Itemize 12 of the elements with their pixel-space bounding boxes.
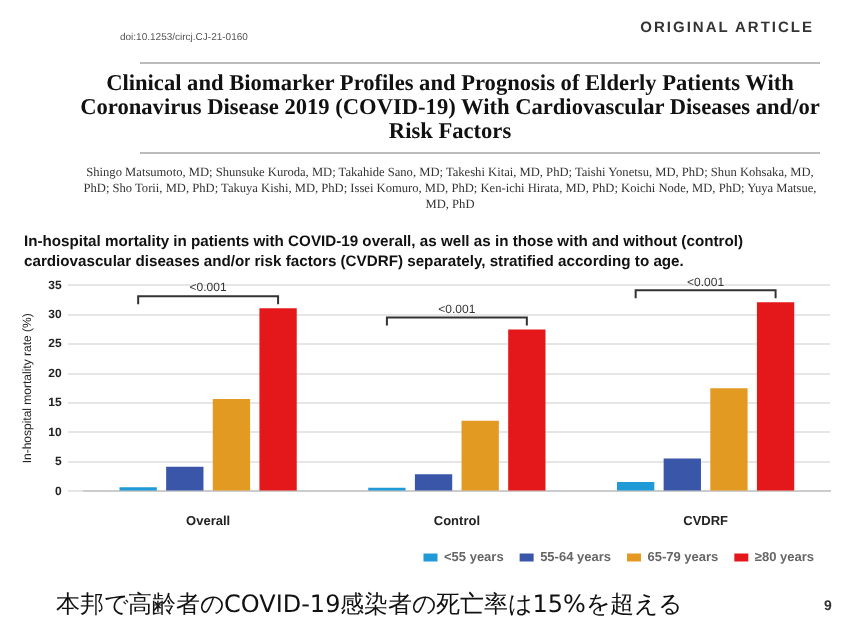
- chart-title: Clinical and Biomarker Profiles and Prognosis of Elderly Patients With Coronavirus Disease 2019 (COVID-19) With Cardiovascular Diseases and/or Risk Factors: [80, 72, 820, 144]
- bar: [259, 308, 297, 491]
- bar: [710, 388, 748, 491]
- bar: [212, 398, 251, 491]
- bar: [617, 481, 655, 491]
- bar: [663, 458, 701, 491]
- bar: [508, 329, 546, 491]
- bar: [461, 420, 499, 491]
- bar: [166, 466, 204, 491]
- bar: [756, 302, 795, 491]
- bar: [414, 474, 453, 491]
- text: 本邦で高齢者のCOVID-19感染者の死亡率は15%を超える: [56, 588, 682, 622]
